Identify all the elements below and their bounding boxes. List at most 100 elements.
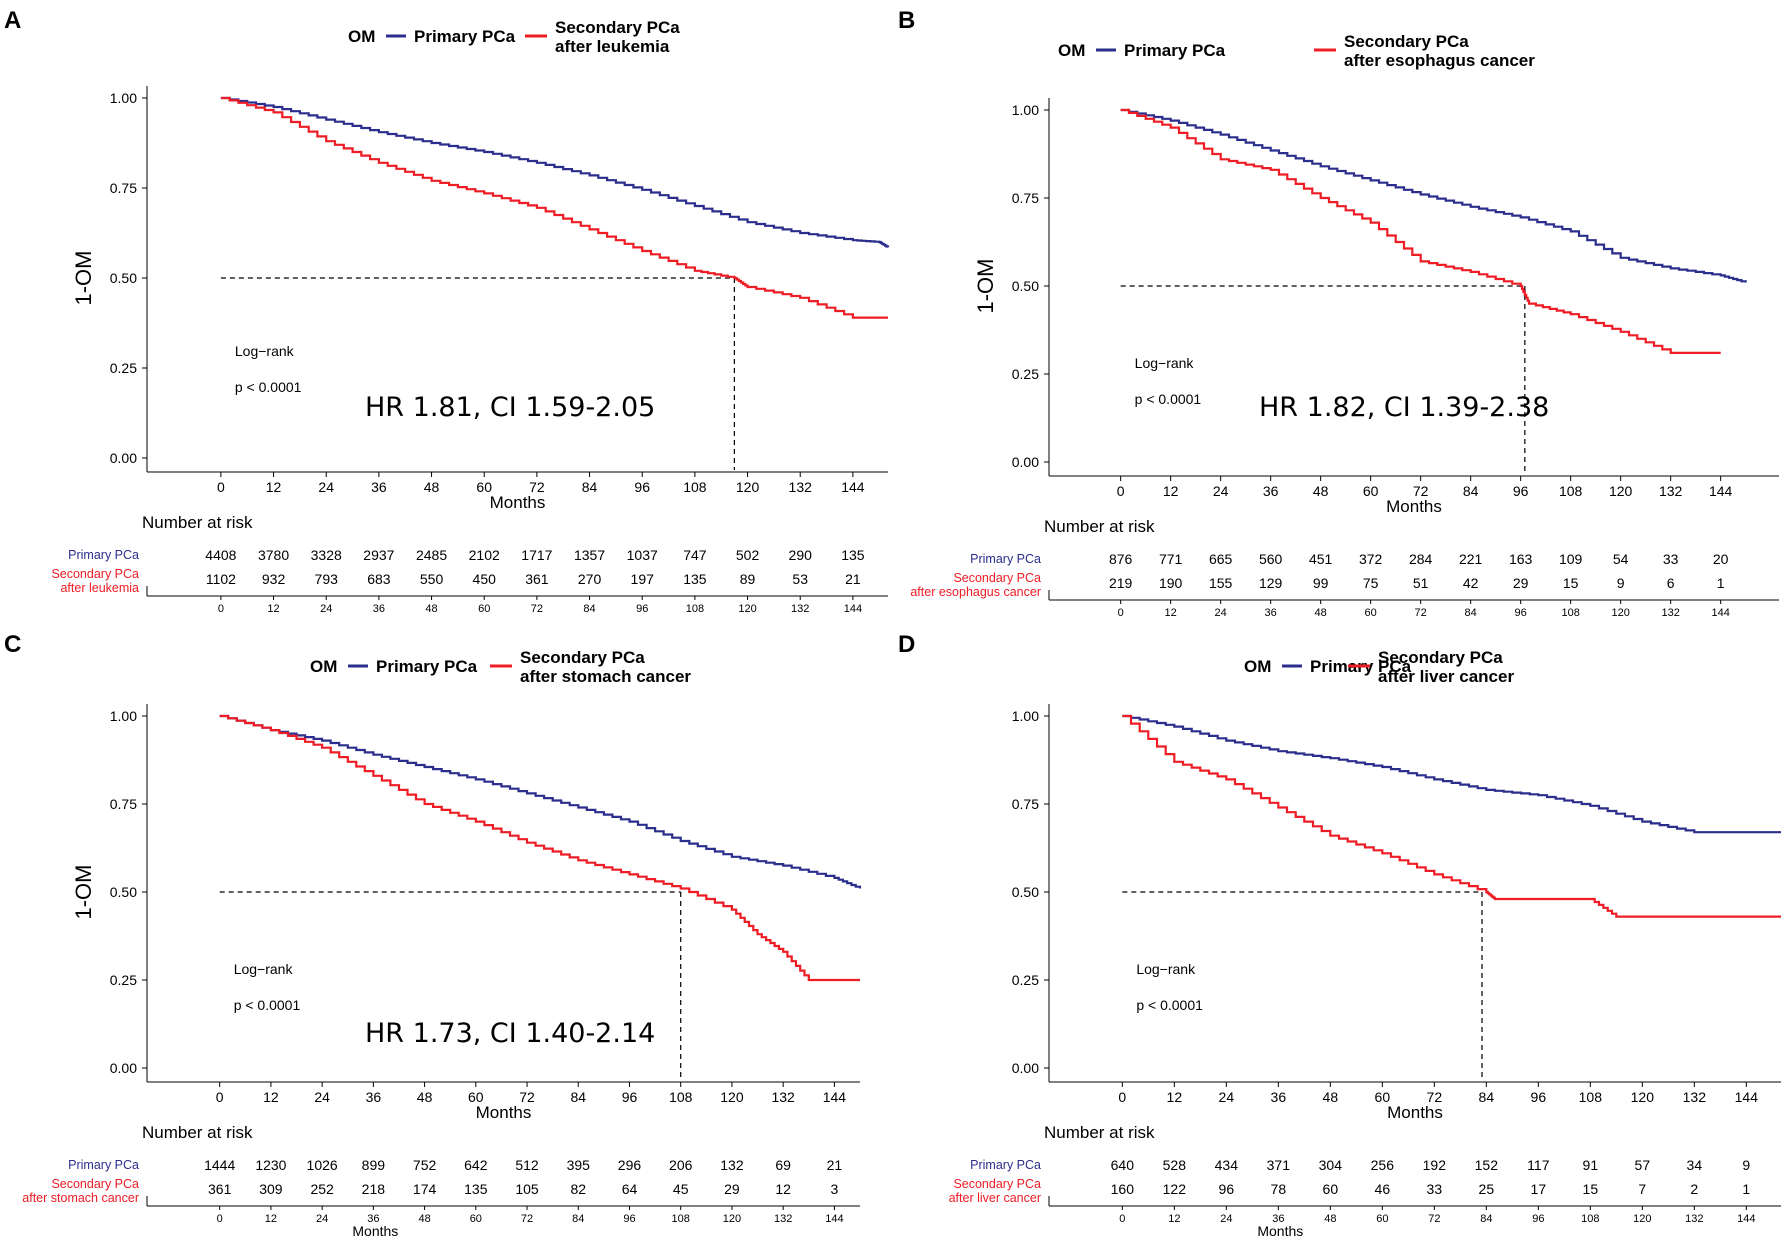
- risk-cell: 75: [1363, 575, 1379, 591]
- legend-label-secondary-line2: after stomach cancer: [520, 667, 691, 686]
- risk-cell: 17: [1531, 1181, 1547, 1197]
- legend-label-secondary-line2: after esophagus cancer: [1344, 51, 1535, 70]
- risk-cell: 78: [1271, 1181, 1287, 1197]
- risk-cell: 290: [789, 547, 813, 563]
- x-tick-label: 48: [417, 1089, 433, 1105]
- risk-x-tick-label: 12: [1165, 607, 1177, 619]
- risk-cell: 89: [740, 571, 756, 587]
- x-tick-label: 132: [771, 1089, 795, 1105]
- y-tick-label: 0.25: [110, 972, 137, 988]
- risk-cell: 21: [827, 1157, 843, 1173]
- risk-cell: 51: [1413, 575, 1429, 591]
- risk-cell: 160: [1111, 1181, 1135, 1197]
- risk-x-tick-label: 48: [418, 1213, 430, 1225]
- x-tick-label: 72: [529, 479, 545, 495]
- annotation-pvalue: p < 0.0001: [235, 379, 302, 395]
- y-tick-label: 0.25: [1012, 366, 1039, 382]
- risk-x-tick-label: 60: [478, 603, 490, 615]
- risk-cell: 29: [724, 1181, 740, 1197]
- risk-cell: 1: [1742, 1181, 1750, 1197]
- risk-cell: 3780: [258, 547, 289, 563]
- x-tick-label: 0: [216, 1089, 224, 1105]
- risk-cell: 57: [1635, 1157, 1651, 1173]
- risk-x-tick-label: 84: [572, 1213, 584, 1225]
- risk-x-tick-label: 132: [1685, 1213, 1703, 1225]
- risk-cell: 9: [1742, 1157, 1750, 1173]
- risk-cell: 45: [673, 1181, 689, 1197]
- x-tick-label: 132: [1683, 1089, 1707, 1105]
- risk-x-tick-label: 36: [1272, 1213, 1284, 1225]
- risk-cell: 60: [1323, 1181, 1339, 1197]
- panel-d: D OM Primary PCa Secondary PCa after liver c…: [894, 624, 1788, 1248]
- panel-a: A OM Primary PCa Secondary PCa after leukemi…: [0, 0, 894, 624]
- risk-cell: 29: [1513, 575, 1529, 591]
- risk-cell: 876: [1109, 551, 1133, 567]
- risk-cell: 42: [1463, 575, 1479, 591]
- risk-cell: 132: [720, 1157, 744, 1173]
- y-tick-label: 0.00: [110, 1060, 137, 1076]
- x-tick-label: 120: [1609, 483, 1633, 499]
- x-tick-label: 84: [582, 479, 598, 495]
- risk-cell: 1037: [627, 547, 658, 563]
- legend-label-primary: Primary PCa: [414, 27, 516, 46]
- risk-cell: 683: [367, 571, 391, 587]
- annotation-pvalue: p < 0.0001: [1135, 391, 1202, 407]
- risk-row-label-line2: after liver cancer: [949, 1191, 1041, 1205]
- risk-row-label-line1: Secondary PCa: [51, 567, 139, 581]
- risk-cell: 899: [362, 1157, 386, 1173]
- x-tick-label: 144: [823, 1089, 847, 1105]
- risk-x-tick-label: 60: [1365, 607, 1377, 619]
- risk-cell: 1717: [521, 547, 552, 563]
- risk-x-tick-label: 60: [470, 1213, 482, 1225]
- risk-cell: 34: [1687, 1157, 1703, 1173]
- risk-cell: 135: [841, 547, 865, 563]
- x-tick-label: 0: [1117, 483, 1125, 499]
- risk-x-tick-label: 48: [1315, 607, 1327, 619]
- risk-x-tick-label: 132: [774, 1213, 792, 1225]
- risk-cell: 109: [1559, 551, 1583, 567]
- x-tick-label: 96: [1513, 483, 1529, 499]
- x-tick-label: 108: [1559, 483, 1583, 499]
- risk-cell: 2937: [363, 547, 394, 563]
- risk-cell: 1444: [204, 1157, 235, 1173]
- x-tick-label: 96: [622, 1089, 638, 1105]
- risk-cell: 15: [1563, 575, 1579, 591]
- risk-cell: 2102: [469, 547, 500, 563]
- risk-cell: 155: [1209, 575, 1233, 591]
- risk-cell: 46: [1375, 1181, 1391, 1197]
- risk-x-tick-label: 72: [531, 603, 543, 615]
- curve-primary: [1120, 108, 1747, 283]
- y-axis-title: 1-OM: [973, 259, 998, 314]
- risk-x-tick-label: 96: [636, 603, 648, 615]
- x-tick-label: 72: [1413, 483, 1429, 499]
- x-tick-label: 120: [720, 1089, 744, 1105]
- risk-x-tick-label: 72: [1428, 1213, 1440, 1225]
- legend-title: OM: [310, 657, 337, 676]
- panel-letter: C: [4, 631, 21, 658]
- legend-label-secondary-line1: Secondary PCa: [1378, 648, 1503, 667]
- legend-label-primary: Primary PCa: [1124, 41, 1226, 60]
- curve-primary: [219, 714, 862, 889]
- legend-label-secondary-line1: Secondary PCa: [555, 18, 680, 37]
- x-tick-label: 48: [1313, 483, 1329, 499]
- y-tick-label: 0.25: [110, 360, 137, 376]
- risk-x-tick-label: 144: [1737, 1213, 1755, 1225]
- risk-cell: 2: [1690, 1181, 1698, 1197]
- risk-cell: 20: [1713, 551, 1729, 567]
- risk-cell: 82: [570, 1181, 586, 1197]
- risk-x-axis-title: Months: [352, 1223, 398, 1239]
- risk-x-tick-label: 12: [267, 603, 279, 615]
- y-tick-label: 1.00: [110, 90, 137, 106]
- legend-title: OM: [348, 27, 375, 46]
- risk-x-tick-label: 12: [265, 1213, 277, 1225]
- risk-cell: 256: [1371, 1157, 1395, 1173]
- risk-cell: 371: [1267, 1157, 1291, 1173]
- risk-x-tick-label: 24: [320, 603, 332, 615]
- x-tick-label: 48: [424, 479, 440, 495]
- x-tick-label: 72: [1427, 1089, 1443, 1105]
- y-tick-label: 0.75: [110, 796, 137, 812]
- x-tick-label: 84: [1479, 1089, 1495, 1105]
- x-tick-label: 96: [634, 479, 650, 495]
- x-tick-label: 0: [217, 479, 225, 495]
